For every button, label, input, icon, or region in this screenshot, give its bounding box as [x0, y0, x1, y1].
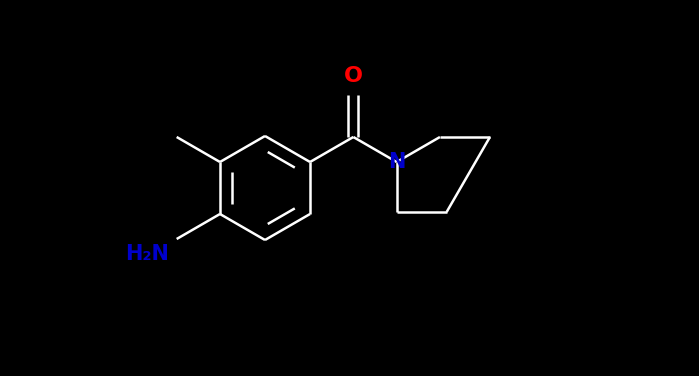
Text: N: N: [388, 152, 405, 172]
Text: H₂N: H₂N: [125, 244, 168, 264]
Text: O: O: [344, 67, 363, 86]
